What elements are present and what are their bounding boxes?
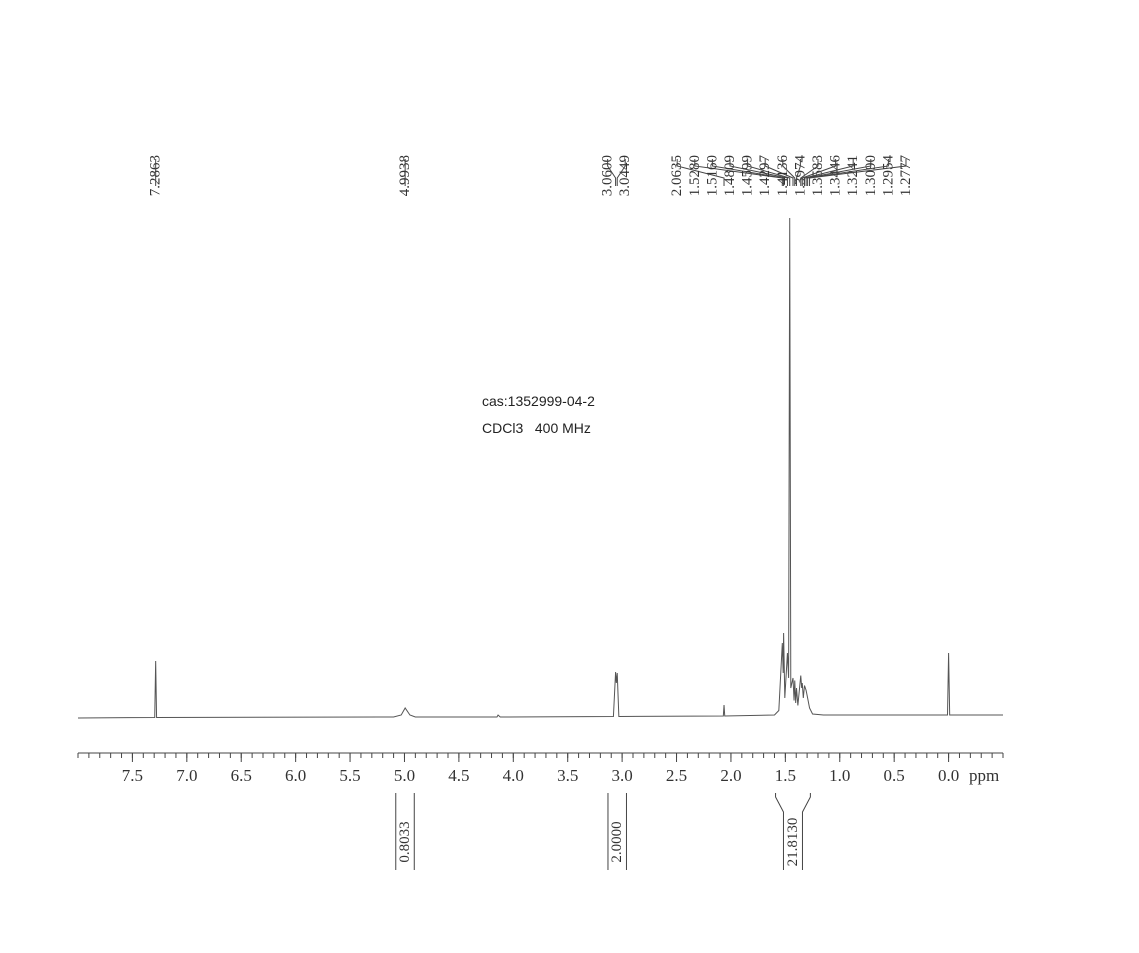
- peak-label: 1.3090: [863, 155, 879, 196]
- peak-connector: [800, 159, 819, 186]
- x-tick-label: 1.5: [775, 766, 796, 785]
- x-tick-label: 4.0: [503, 766, 524, 785]
- peak-label: 1.3241: [845, 155, 861, 196]
- peak-label: 1.4599: [740, 155, 756, 196]
- peak-label: 1.5160: [704, 155, 720, 196]
- x-tick-label: 5.0: [394, 766, 415, 785]
- x-tick-label: 1.0: [829, 766, 850, 785]
- peak-label: 2.0635: [669, 155, 685, 196]
- peak-label: 1.5280: [687, 155, 703, 196]
- x-tick-label: 7.0: [176, 766, 197, 785]
- peak-label: 1.3446: [828, 155, 844, 197]
- x-tick-label: 2.0: [720, 766, 741, 785]
- peak-connector: [616, 159, 626, 186]
- peak-connector: [764, 159, 794, 186]
- integral-bracket: [801, 793, 811, 870]
- integral-label: 2.0000: [609, 821, 625, 862]
- annotation: cas:1352999-04-2: [482, 393, 595, 409]
- peak-connector: [782, 159, 796, 186]
- peak-connector: [805, 159, 872, 186]
- peak-label: 1.4136: [775, 155, 791, 197]
- x-axis-label: ppm: [969, 766, 999, 785]
- peak-connector: [801, 159, 837, 186]
- peak-connector: [807, 159, 889, 186]
- x-tick-label: 0.0: [938, 766, 959, 785]
- spectrum-line: [77, 217, 1003, 719]
- peak-connector: [747, 159, 791, 186]
- x-tick-label: 4.5: [448, 766, 469, 785]
- peak-label: 1.2777: [898, 155, 914, 197]
- peak-label: 1.4297: [757, 155, 773, 197]
- integral-label: 0.8033: [397, 821, 413, 862]
- peak-connector: [607, 159, 617, 186]
- peak-connector: [809, 159, 907, 186]
- annotation: CDCl3 400 MHz: [482, 420, 591, 436]
- x-tick-label: 6.0: [285, 766, 306, 785]
- peak-connector: [803, 159, 854, 186]
- integral-bracket: [775, 793, 784, 870]
- peak-connector: [676, 159, 725, 186]
- x-tick-label: 3.5: [557, 766, 578, 785]
- peak-connector: [711, 159, 785, 186]
- x-tick-label: 2.5: [666, 766, 687, 785]
- peak-label: 3.0449: [617, 155, 633, 196]
- x-tick-label: 0.5: [884, 766, 905, 785]
- integral-label: 21.8130: [785, 818, 801, 867]
- x-tick-label: 3.0: [611, 766, 632, 785]
- x-tick-label: 5.5: [339, 766, 360, 785]
- peak-connector: [796, 159, 801, 186]
- x-tick-label: 7.5: [122, 766, 143, 785]
- peak-connector: [729, 159, 788, 186]
- peak-label: 1.2954: [880, 155, 896, 197]
- peak-connector: [694, 159, 783, 186]
- peak-label: 3.0600: [600, 155, 616, 196]
- peak-label: 1.4809: [722, 155, 738, 196]
- x-tick-label: 6.5: [231, 766, 252, 785]
